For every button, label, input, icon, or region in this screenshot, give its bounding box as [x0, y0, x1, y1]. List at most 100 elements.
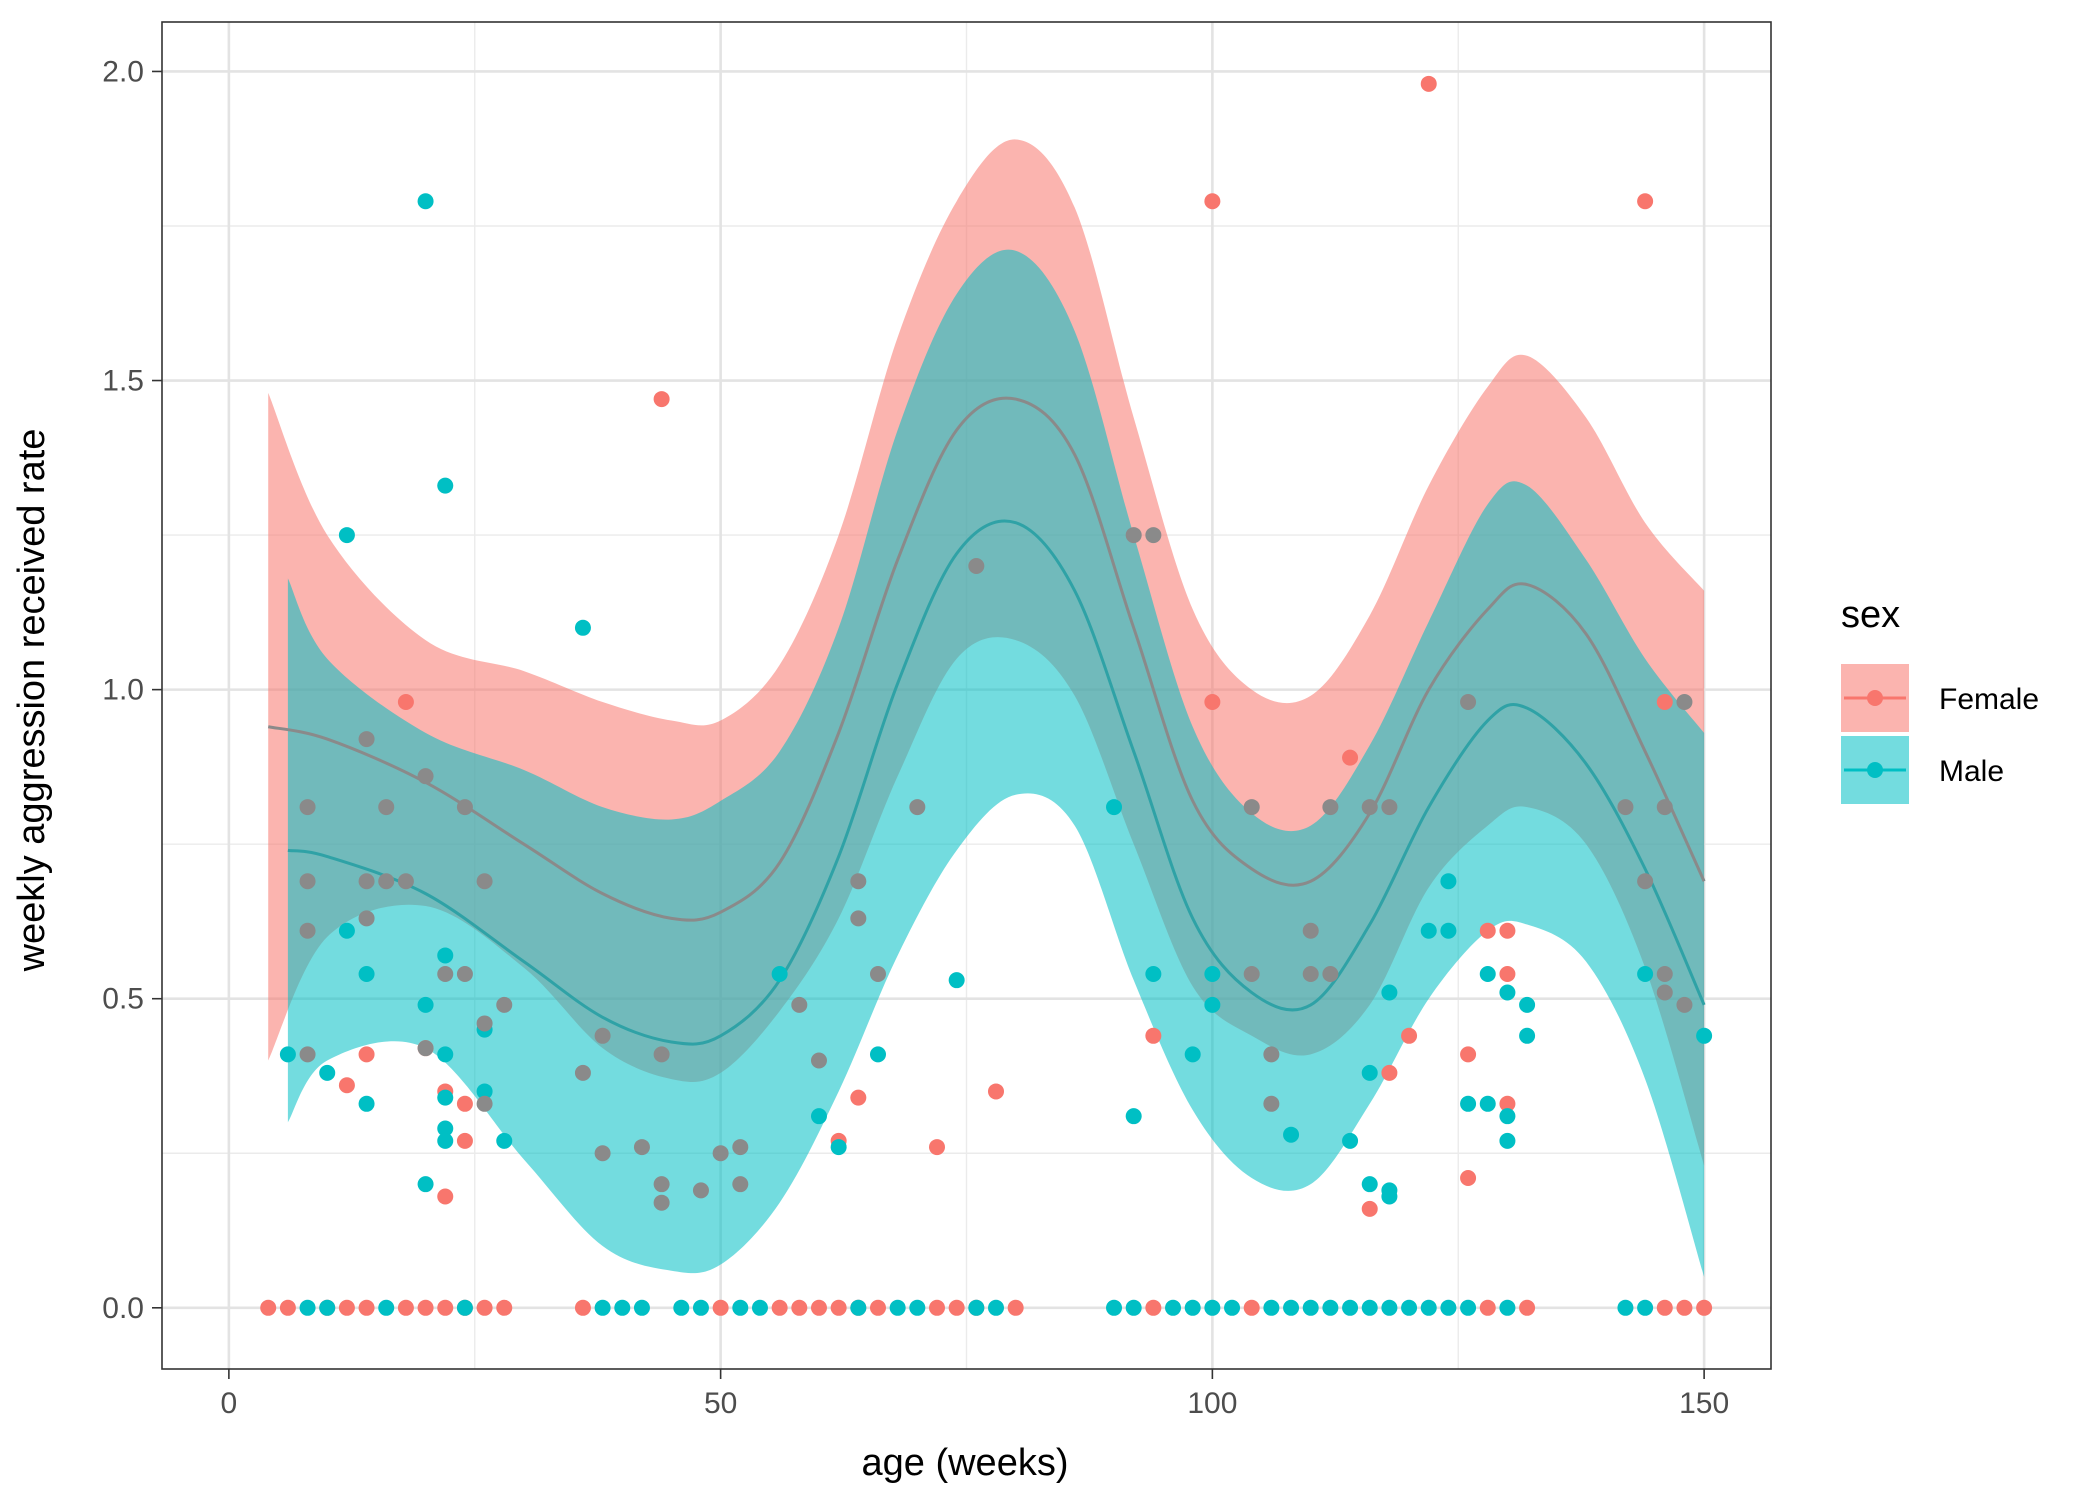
data-point-male [1460, 1095, 1477, 1112]
data-point-male [1125, 1299, 1142, 1316]
data-point-overlap [1381, 799, 1398, 816]
data-point-male [1145, 965, 1162, 982]
data-point-male [437, 477, 454, 494]
x-tick-label: 0 [221, 1387, 238, 1420]
x-axis: 0 50 100 150 [221, 1369, 1729, 1420]
data-point-female [437, 1188, 454, 1205]
data-point-male [358, 965, 375, 982]
data-point-female [1656, 1299, 1673, 1316]
data-point-male [358, 1095, 375, 1112]
data-point-male [1361, 1176, 1378, 1193]
data-point-male [692, 1299, 709, 1316]
data-point-female [830, 1299, 847, 1316]
data-point-male [1499, 1299, 1516, 1316]
data-point-female [869, 1299, 886, 1316]
data-point-female [437, 1299, 454, 1316]
data-point-overlap [378, 799, 395, 816]
data-point-overlap [417, 1040, 434, 1057]
data-point-female [1479, 922, 1496, 939]
data-point-overlap [594, 1027, 611, 1044]
data-point-overlap [633, 1139, 650, 1156]
data-point-male [319, 1299, 336, 1316]
data-point-male [437, 947, 454, 964]
data-point-overlap [1263, 1095, 1280, 1112]
data-point-overlap [476, 873, 493, 890]
data-point-female [496, 1299, 513, 1316]
smooth-lines [267, 396, 1706, 1046]
data-point-female [1499, 922, 1516, 939]
data-point-overlap [476, 1095, 493, 1112]
data-point-male [417, 193, 434, 210]
data-point-female [1460, 1169, 1477, 1186]
data-point-overlap [712, 1145, 729, 1162]
data-point-overlap [378, 873, 395, 890]
data-point-male [850, 1299, 867, 1316]
data-point-overlap [1676, 996, 1693, 1013]
data-point-male [1381, 1299, 1398, 1316]
y-tick-label: 2.0 [102, 55, 144, 88]
data-point-male [1224, 1299, 1241, 1316]
data-point-female [338, 1077, 355, 1094]
data-point-male [279, 1046, 296, 1063]
data-point-male [319, 1064, 336, 1081]
data-point-male [437, 1120, 454, 1137]
data-point-female [397, 693, 414, 710]
data-point-female [810, 1299, 827, 1316]
legend-label-female: Female [1939, 683, 2039, 716]
data-point-male [1322, 1299, 1339, 1316]
legend-label-male: Male [1939, 755, 2004, 788]
data-point-female [1145, 1027, 1162, 1044]
data-point-male [1342, 1299, 1359, 1316]
data-point-male [1499, 984, 1516, 1001]
data-point-male [574, 619, 591, 636]
data-point-overlap [1322, 965, 1339, 982]
data-point-overlap [1243, 965, 1260, 982]
data-point-male [1440, 873, 1457, 890]
data-point-overlap [437, 965, 454, 982]
data-point-male [338, 527, 355, 544]
data-point-male [437, 1132, 454, 1149]
data-point-overlap [1322, 799, 1339, 816]
data-point-female [850, 1089, 867, 1106]
data-point-overlap [653, 1046, 670, 1063]
data-point-male [1637, 1299, 1654, 1316]
data-point-overlap [358, 873, 375, 890]
data-point-overlap [397, 873, 414, 890]
data-point-overlap [299, 922, 316, 939]
data-point-female [358, 1299, 375, 1316]
data-point-female [1499, 1095, 1516, 1112]
data-point-female [948, 1299, 965, 1316]
data-point-overlap [692, 1182, 709, 1199]
data-point-overlap [496, 996, 513, 1013]
y-tick-label: 1.5 [102, 365, 144, 398]
data-point-overlap [299, 873, 316, 890]
data-point-female [988, 1083, 1004, 1100]
data-point-male [437, 1089, 454, 1106]
data-point-male [1106, 799, 1123, 816]
data-point-overlap [1656, 799, 1673, 816]
data-point-overlap [1676, 693, 1693, 710]
data-point-male [1440, 1299, 1457, 1316]
data-point-male [1342, 1132, 1359, 1149]
data-point-female [1204, 193, 1221, 210]
y-axis-title: weekly aggression received rate [11, 429, 53, 973]
data-point-overlap [1617, 799, 1634, 816]
data-point-male [948, 972, 965, 989]
data-point-male [1165, 1299, 1182, 1316]
data-point-female [1676, 1299, 1693, 1316]
data-point-male [417, 1176, 434, 1193]
smooth-line-male [287, 519, 1706, 1046]
data-point-male [771, 965, 788, 982]
data-point-female [1499, 965, 1516, 982]
data-point-male [1637, 965, 1654, 982]
data-point-male [1617, 1299, 1634, 1316]
data-point-overlap [653, 1194, 670, 1211]
data-point-male [476, 1083, 493, 1100]
data-point-overlap [358, 731, 375, 748]
data-point-female [1204, 693, 1221, 710]
data-point-overlap [594, 1145, 611, 1162]
data-point-female [1007, 1299, 1024, 1316]
data-point-overlap [456, 965, 473, 982]
data-point-overlap [1656, 984, 1673, 1001]
data-point-male [1401, 1299, 1418, 1316]
